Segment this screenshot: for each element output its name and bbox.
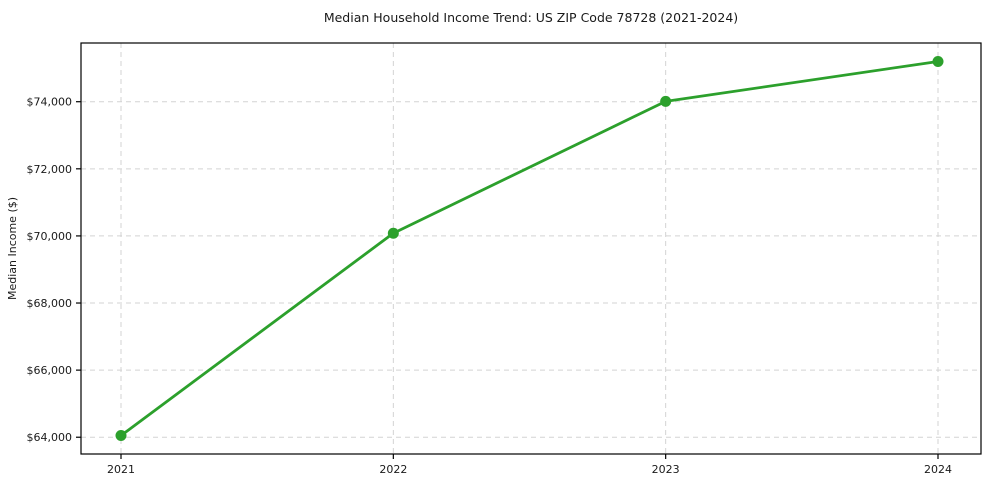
y-axis-label: Median Income ($) — [6, 197, 19, 300]
x-tick-label: 2021 — [107, 463, 135, 476]
y-tick-label: $72,000 — [27, 163, 73, 176]
tick-mark-layer — [76, 101, 939, 459]
y-tick-label: $68,000 — [27, 297, 73, 310]
data-point-marker — [932, 55, 944, 67]
data-point-marker — [660, 95, 672, 107]
data-point-marker — [115, 430, 127, 442]
y-tick-label: $64,000 — [27, 431, 73, 444]
y-tick-label: $66,000 — [27, 364, 73, 377]
y-tick-label: $70,000 — [27, 230, 73, 243]
tick-label-layer: $64,000 $66,000 $68,000 $70,000 $72,000 $74,0… — [27, 96, 953, 476]
x-tick-label: 2024 — [924, 463, 952, 476]
axis-frame-layer — [80, 42, 982, 455]
chart-title: Median Household Income Trend: US ZIP Co… — [324, 10, 738, 25]
x-tick-label: 2023 — [652, 463, 680, 476]
data-point-marker — [387, 227, 399, 239]
x-tick-label: 2022 — [379, 463, 407, 476]
plot-frame — [80, 42, 982, 455]
grid-layer — [81, 43, 981, 454]
series-layer — [115, 55, 944, 442]
trend-line — [119, 60, 940, 437]
y-tick-label: $74,000 — [27, 96, 73, 109]
